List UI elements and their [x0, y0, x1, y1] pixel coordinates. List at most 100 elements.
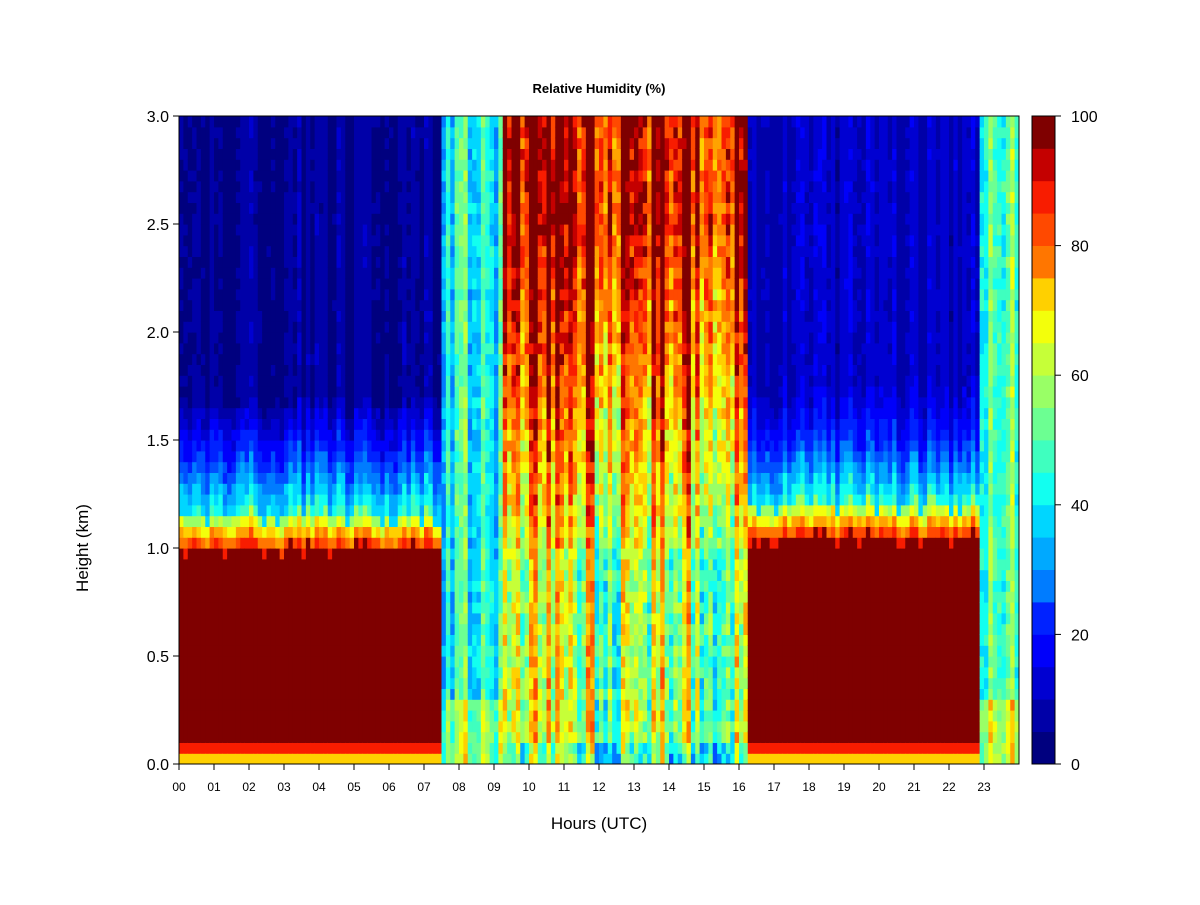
heat-cell	[244, 191, 250, 203]
heat-cell	[192, 170, 198, 182]
heat-cell	[214, 591, 219, 603]
heat-cell	[463, 170, 469, 182]
heat-cell	[402, 396, 408, 409]
heat-cell	[511, 677, 517, 689]
heat-cell	[406, 440, 412, 452]
heat-cell	[480, 515, 486, 527]
heat-cell	[380, 699, 386, 711]
heat-cell	[485, 645, 491, 657]
heat-cell	[459, 526, 464, 538]
heat-cell	[467, 418, 473, 430]
heat-cell	[270, 677, 276, 689]
heat-cell	[467, 710, 473, 722]
heat-cell	[314, 407, 320, 419]
heat-cell	[332, 278, 338, 290]
heat-cell	[354, 526, 359, 538]
heat-cell	[415, 224, 421, 236]
heat-cell	[428, 472, 434, 484]
heat-cell	[415, 116, 421, 128]
heat-cell	[266, 591, 272, 603]
heat-cell	[227, 148, 233, 160]
heat-cell	[529, 396, 534, 409]
heat-cell	[227, 558, 233, 571]
heat-cell	[305, 591, 311, 603]
heat-cell	[389, 170, 394, 182]
heat-cell	[380, 148, 386, 160]
heat-cell	[262, 602, 268, 614]
heat-cell	[235, 753, 241, 764]
heat-cell	[314, 116, 320, 128]
heat-cell	[362, 645, 368, 657]
heat-cell	[402, 418, 408, 430]
heat-cell	[253, 191, 259, 203]
heat-cell	[428, 278, 434, 290]
heat-cell	[244, 558, 250, 571]
heat-cell	[227, 332, 233, 344]
heat-cell	[235, 256, 241, 268]
heat-cell	[419, 321, 425, 333]
heat-cell	[480, 634, 486, 646]
heat-cell	[314, 256, 320, 268]
heat-cell	[362, 288, 368, 301]
heat-cell	[498, 180, 504, 193]
heat-cell	[279, 375, 285, 387]
heat-cell	[358, 720, 364, 733]
heat-cell	[310, 504, 316, 517]
heat-cell	[179, 699, 184, 711]
heat-cell	[476, 191, 482, 203]
heat-cell	[507, 267, 513, 279]
heat-cell	[415, 666, 421, 679]
heat-cell	[327, 753, 333, 764]
heat-cell	[227, 483, 233, 495]
heat-cell	[432, 299, 438, 311]
heat-cell	[511, 504, 517, 517]
heat-cell	[454, 137, 460, 149]
heat-cell	[297, 267, 303, 279]
heat-cell	[384, 429, 390, 441]
heat-cell	[209, 353, 215, 365]
heat-cell	[340, 180, 346, 193]
heat-cell	[529, 515, 534, 527]
heat-cell	[214, 213, 219, 225]
heat-cell	[292, 256, 298, 268]
heat-cell	[214, 483, 219, 495]
heat-cell	[498, 656, 504, 668]
heat-cell	[428, 483, 434, 495]
heat-cell	[406, 299, 412, 311]
heat-cell	[424, 494, 429, 506]
heat-cell	[284, 321, 289, 333]
heat-cell	[533, 418, 539, 430]
heat-cell	[231, 742, 237, 754]
heat-cell	[240, 116, 246, 128]
heat-cell	[507, 699, 513, 711]
heat-cell	[314, 342, 320, 355]
heat-cell	[231, 753, 237, 764]
heat-cell	[424, 537, 429, 549]
heat-cell	[450, 656, 456, 668]
heat-cell	[476, 526, 482, 538]
heat-cell	[266, 321, 272, 333]
heat-cell	[485, 170, 491, 182]
heat-cell	[467, 461, 473, 473]
heat-cell	[187, 396, 193, 409]
heat-cell	[200, 353, 206, 365]
heat-cell	[362, 278, 368, 290]
heat-cell	[253, 461, 259, 473]
heat-cell	[270, 332, 276, 344]
heat-cell	[459, 504, 464, 517]
heat-cell	[502, 191, 508, 203]
heat-cell	[367, 602, 373, 614]
heat-cell	[209, 278, 215, 290]
heat-cell	[235, 353, 241, 365]
heat-cell	[266, 645, 272, 657]
heat-cell	[222, 612, 228, 625]
heat-cell	[227, 386, 233, 398]
heat-cell	[358, 429, 364, 441]
heat-cell	[214, 407, 219, 419]
heat-cell	[200, 742, 206, 754]
heat-cell	[515, 310, 521, 322]
heat-cell	[327, 299, 333, 311]
heat-cell	[489, 353, 495, 365]
heat-cell	[205, 580, 211, 592]
heat-cell	[397, 267, 403, 279]
